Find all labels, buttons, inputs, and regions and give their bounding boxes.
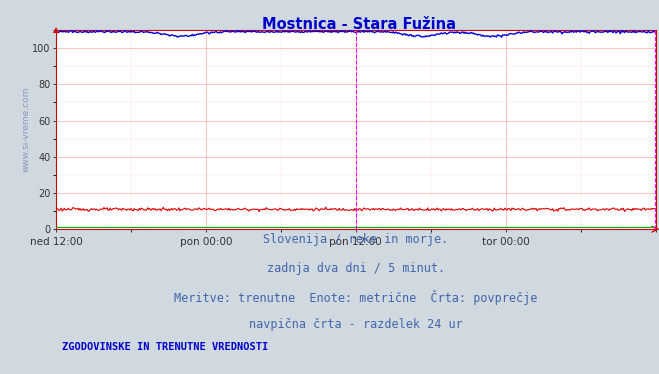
- Y-axis label: www.si-vreme.com: www.si-vreme.com: [22, 87, 31, 172]
- Text: Meritve: trenutne  Enote: metrične  Črta: povprečje: Meritve: trenutne Enote: metrične Črta: …: [174, 290, 538, 305]
- Text: Slovenija / reke in morje.: Slovenija / reke in morje.: [263, 233, 449, 246]
- Text: ZGODOVINSKE IN TRENUTNE VREDNOSTI: ZGODOVINSKE IN TRENUTNE VREDNOSTI: [62, 342, 268, 352]
- Text: Mostnica - Stara Fužina: Mostnica - Stara Fužina: [262, 17, 456, 32]
- Text: zadnja dva dni / 5 minut.: zadnja dva dni / 5 minut.: [267, 262, 445, 275]
- Text: navpična črta - razdelek 24 ur: navpična črta - razdelek 24 ur: [249, 318, 463, 331]
